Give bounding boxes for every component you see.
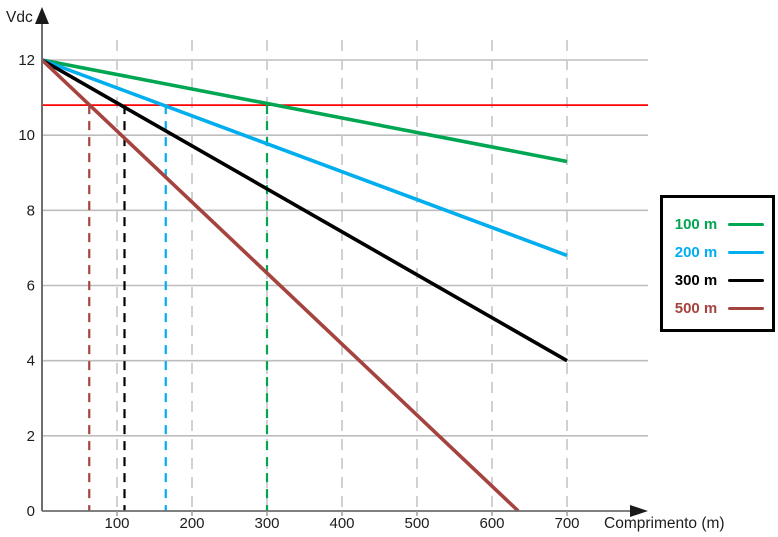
legend-item: 100 m (663, 210, 772, 238)
y-tick-label: 10 (18, 127, 35, 144)
tick-labels-layer: 100 200 300 400 500 600 700 0 2 4 6 8 10 12 (18, 52, 579, 532)
legend-item: 500 m (663, 294, 772, 322)
y-tick-label: 6 (27, 278, 35, 295)
y-axis-title: Vdc (6, 9, 33, 26)
x-tick-label: 400 (329, 515, 354, 532)
y-tick-label: 4 (27, 353, 35, 370)
legend-item-label: 500 m (674, 299, 718, 317)
legend-line-sample (728, 278, 764, 282)
legend-item-label: 100 m (674, 215, 718, 233)
x-tick-label: 300 (254, 515, 279, 532)
y-tick-label: 0 (27, 503, 35, 520)
legend-line-sample (728, 306, 764, 310)
y-tick-label: 12 (18, 52, 35, 69)
legend-item-label: 300 m (674, 271, 718, 289)
legend-box: 100 m 200 m 300 m 500 m (660, 195, 775, 332)
legend-line-sample (728, 222, 764, 226)
legend-item-label: 200 m (674, 243, 718, 261)
x-axis-title: Comprimento (m) (604, 515, 725, 532)
series-line (41, 58, 568, 164)
legend-item: 300 m (663, 266, 772, 294)
x-tick-label: 500 (404, 515, 429, 532)
x-axis-arrow-icon (630, 505, 648, 517)
x-tick-label: 700 (554, 515, 579, 532)
drop-lines-layer (88, 105, 269, 511)
legend-line-sample (728, 250, 764, 254)
y-tick-label: 2 (27, 428, 35, 445)
x-tick-label: 600 (479, 515, 504, 532)
x-tick-label: 100 (104, 515, 129, 532)
horizontal-gridlines (42, 59, 648, 437)
legend-item: 200 m (663, 238, 772, 266)
vertical-gridlines (116, 40, 568, 511)
axes (35, 7, 648, 517)
series-line (40, 58, 520, 513)
y-tick-label: 8 (27, 202, 35, 219)
y-axis-arrow-icon (35, 7, 49, 24)
x-tick-label: 200 (179, 515, 204, 532)
series-line (41, 58, 568, 258)
series-line (41, 58, 568, 363)
series-lines-layer (40, 58, 568, 513)
